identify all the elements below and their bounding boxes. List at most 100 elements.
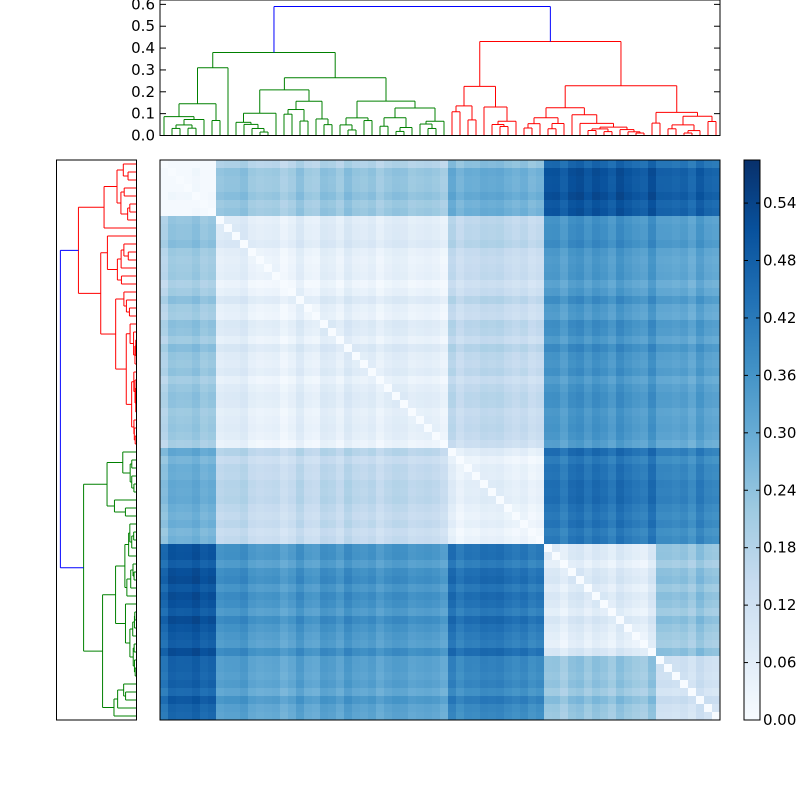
heatmap-cell bbox=[176, 456, 185, 465]
heatmap-cell bbox=[464, 272, 473, 281]
heatmap-cell bbox=[608, 560, 617, 569]
heatmap-cell bbox=[488, 608, 497, 617]
heatmap-cell bbox=[632, 448, 641, 457]
heatmap-cell bbox=[296, 576, 305, 585]
heatmap-cell bbox=[368, 424, 377, 433]
heatmap-cell bbox=[296, 168, 305, 177]
heatmap-cell bbox=[560, 368, 569, 377]
heatmap-cell bbox=[408, 312, 417, 321]
heatmap-cell bbox=[208, 512, 217, 521]
heatmap-cell bbox=[256, 208, 265, 217]
heatmap-cell bbox=[344, 440, 353, 449]
heatmap-cell bbox=[624, 424, 633, 433]
heatmap-cell bbox=[456, 272, 465, 281]
heatmap-cell bbox=[280, 480, 289, 489]
heatmap-cell bbox=[640, 216, 649, 225]
heatmap-cell bbox=[592, 304, 601, 313]
heatmap-cell bbox=[312, 280, 321, 289]
heatmap-cell bbox=[400, 544, 409, 553]
heatmap-cell bbox=[168, 352, 177, 361]
heatmap-cell bbox=[584, 448, 593, 457]
heatmap-cell bbox=[528, 648, 537, 657]
heatmap-cell bbox=[384, 392, 393, 401]
heatmap-cell bbox=[496, 224, 505, 233]
heatmap-cell bbox=[376, 216, 385, 225]
heatmap-cell bbox=[312, 176, 321, 185]
heatmap-cell bbox=[552, 248, 561, 257]
heatmap-cell bbox=[440, 168, 449, 177]
heatmap-cell bbox=[496, 280, 505, 289]
heatmap-cell bbox=[368, 336, 377, 345]
heatmap-cell bbox=[240, 632, 249, 641]
heatmap-cell bbox=[616, 296, 625, 305]
heatmap-cell bbox=[632, 320, 641, 329]
heatmap-cell bbox=[312, 264, 321, 273]
heatmap-cell bbox=[384, 184, 393, 193]
heatmap-cell bbox=[160, 592, 169, 601]
heatmap-cell bbox=[480, 288, 489, 297]
heatmap-cell bbox=[168, 544, 177, 553]
heatmap-cell bbox=[392, 304, 401, 313]
heatmap-cell bbox=[440, 624, 449, 633]
heatmap-cell bbox=[288, 328, 297, 337]
heatmap-cell bbox=[496, 160, 505, 169]
heatmap-cell bbox=[576, 160, 585, 169]
heatmap-cell bbox=[224, 248, 233, 257]
heatmap-cell bbox=[456, 376, 465, 385]
heatmap-cell bbox=[496, 344, 505, 353]
heatmap-cell bbox=[592, 368, 601, 377]
heatmap-cell bbox=[704, 160, 713, 169]
heatmap-cell bbox=[552, 200, 561, 209]
heatmap-cell bbox=[704, 360, 713, 369]
heatmap-cell bbox=[448, 664, 457, 673]
heatmap-cell bbox=[168, 384, 177, 393]
heatmap-cell bbox=[704, 280, 713, 289]
heatmap-cell bbox=[160, 584, 169, 593]
heatmap-cell bbox=[184, 552, 193, 561]
heatmap-cell bbox=[712, 216, 721, 225]
heatmap-cell bbox=[288, 592, 297, 601]
heatmap-cell bbox=[560, 432, 569, 441]
heatmap-cell bbox=[648, 576, 657, 585]
heatmap-cell bbox=[496, 352, 505, 361]
heatmap-cell bbox=[272, 592, 281, 601]
heatmap-cell bbox=[176, 240, 185, 249]
heatmap-cell bbox=[432, 272, 441, 281]
heatmap-cell bbox=[160, 480, 169, 489]
heatmap-cell bbox=[320, 176, 329, 185]
heatmap-cell bbox=[336, 216, 345, 225]
heatmap-cell bbox=[400, 208, 409, 217]
heatmap-cell bbox=[512, 168, 521, 177]
heatmap-cell bbox=[440, 664, 449, 673]
heatmap-cell bbox=[512, 464, 521, 473]
heatmap-cell bbox=[488, 296, 497, 305]
heatmap-cell bbox=[216, 432, 225, 441]
heatmap-cell bbox=[472, 504, 481, 513]
heatmap-cell bbox=[408, 496, 417, 505]
heatmap-cell bbox=[456, 576, 465, 585]
heatmap-cell bbox=[680, 296, 689, 305]
heatmap-cell bbox=[256, 640, 265, 649]
heatmap-cell bbox=[672, 672, 681, 681]
heatmap-cell bbox=[224, 240, 233, 249]
heatmap-cell bbox=[624, 208, 633, 217]
heatmap-cell bbox=[360, 272, 369, 281]
heatmap-cell bbox=[336, 640, 345, 649]
heatmap-cell bbox=[544, 272, 553, 281]
heatmap-cell bbox=[448, 184, 457, 193]
heatmap-cell bbox=[584, 576, 593, 585]
heatmap-cell bbox=[592, 608, 601, 617]
heatmap-cell bbox=[272, 512, 281, 521]
heatmap-cell bbox=[344, 224, 353, 233]
heatmap-cell bbox=[288, 528, 297, 537]
heatmap-cell bbox=[712, 320, 721, 329]
heatmap-cell bbox=[512, 584, 521, 593]
heatmap-cell bbox=[224, 328, 233, 337]
heatmap-cell bbox=[632, 496, 641, 505]
heatmap-cell bbox=[440, 384, 449, 393]
heatmap-cell bbox=[456, 496, 465, 505]
heatmap-cell bbox=[552, 664, 561, 673]
heatmap-cell bbox=[200, 512, 209, 521]
heatmap-cell bbox=[424, 328, 433, 337]
heatmap-cell bbox=[472, 280, 481, 289]
